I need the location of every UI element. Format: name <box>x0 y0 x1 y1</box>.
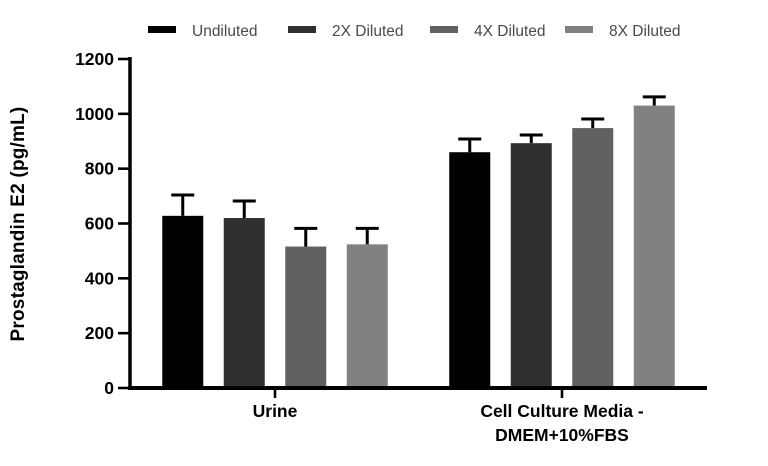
legend-swatch <box>288 26 316 33</box>
y-tick-label: 800 <box>85 159 114 179</box>
y-axis-title: Prostaglandin E2 (pg/mL) <box>8 107 29 342</box>
bar-8x-diluted <box>633 105 675 390</box>
category-label: Urine <box>253 401 298 421</box>
y-tick-label: 0 <box>104 378 114 398</box>
bar-undiluted <box>162 215 204 390</box>
legend-swatch <box>565 26 593 33</box>
bar-8x-diluted <box>346 244 388 390</box>
y-tick-label: 1000 <box>75 104 114 124</box>
bar-4x-diluted <box>285 246 327 390</box>
legend-swatch <box>148 26 176 33</box>
y-tick-label: 400 <box>85 268 114 288</box>
bar-2x-diluted <box>223 218 265 390</box>
y-tick-label: 1200 <box>75 49 114 69</box>
bar-2x-diluted <box>510 143 552 390</box>
category-label-line: Urine <box>253 401 298 421</box>
legend-swatch <box>430 26 458 33</box>
legend-item: 8X Diluted <box>565 23 681 40</box>
category-label-line: DMEM+10%FBS <box>495 425 629 445</box>
category-label-line: Cell Culture Media - <box>480 401 644 421</box>
legend-item: 2X Diluted <box>288 23 404 40</box>
bar-4x-diluted <box>572 128 614 390</box>
y-tick-label: 600 <box>85 214 114 234</box>
legend-label: Undiluted <box>192 23 258 40</box>
bar-undiluted <box>449 152 491 390</box>
y-tick-label: 200 <box>85 323 114 343</box>
legend-label: 4X Diluted <box>474 23 546 40</box>
category-label: Cell Culture Media - DMEM+10%FBS <box>480 401 644 445</box>
legend-label: 8X Diluted <box>609 23 681 40</box>
legend-label: 2X Diluted <box>332 23 404 40</box>
legend-item: 4X Diluted <box>430 23 546 40</box>
legend-item: Undiluted <box>148 23 258 40</box>
